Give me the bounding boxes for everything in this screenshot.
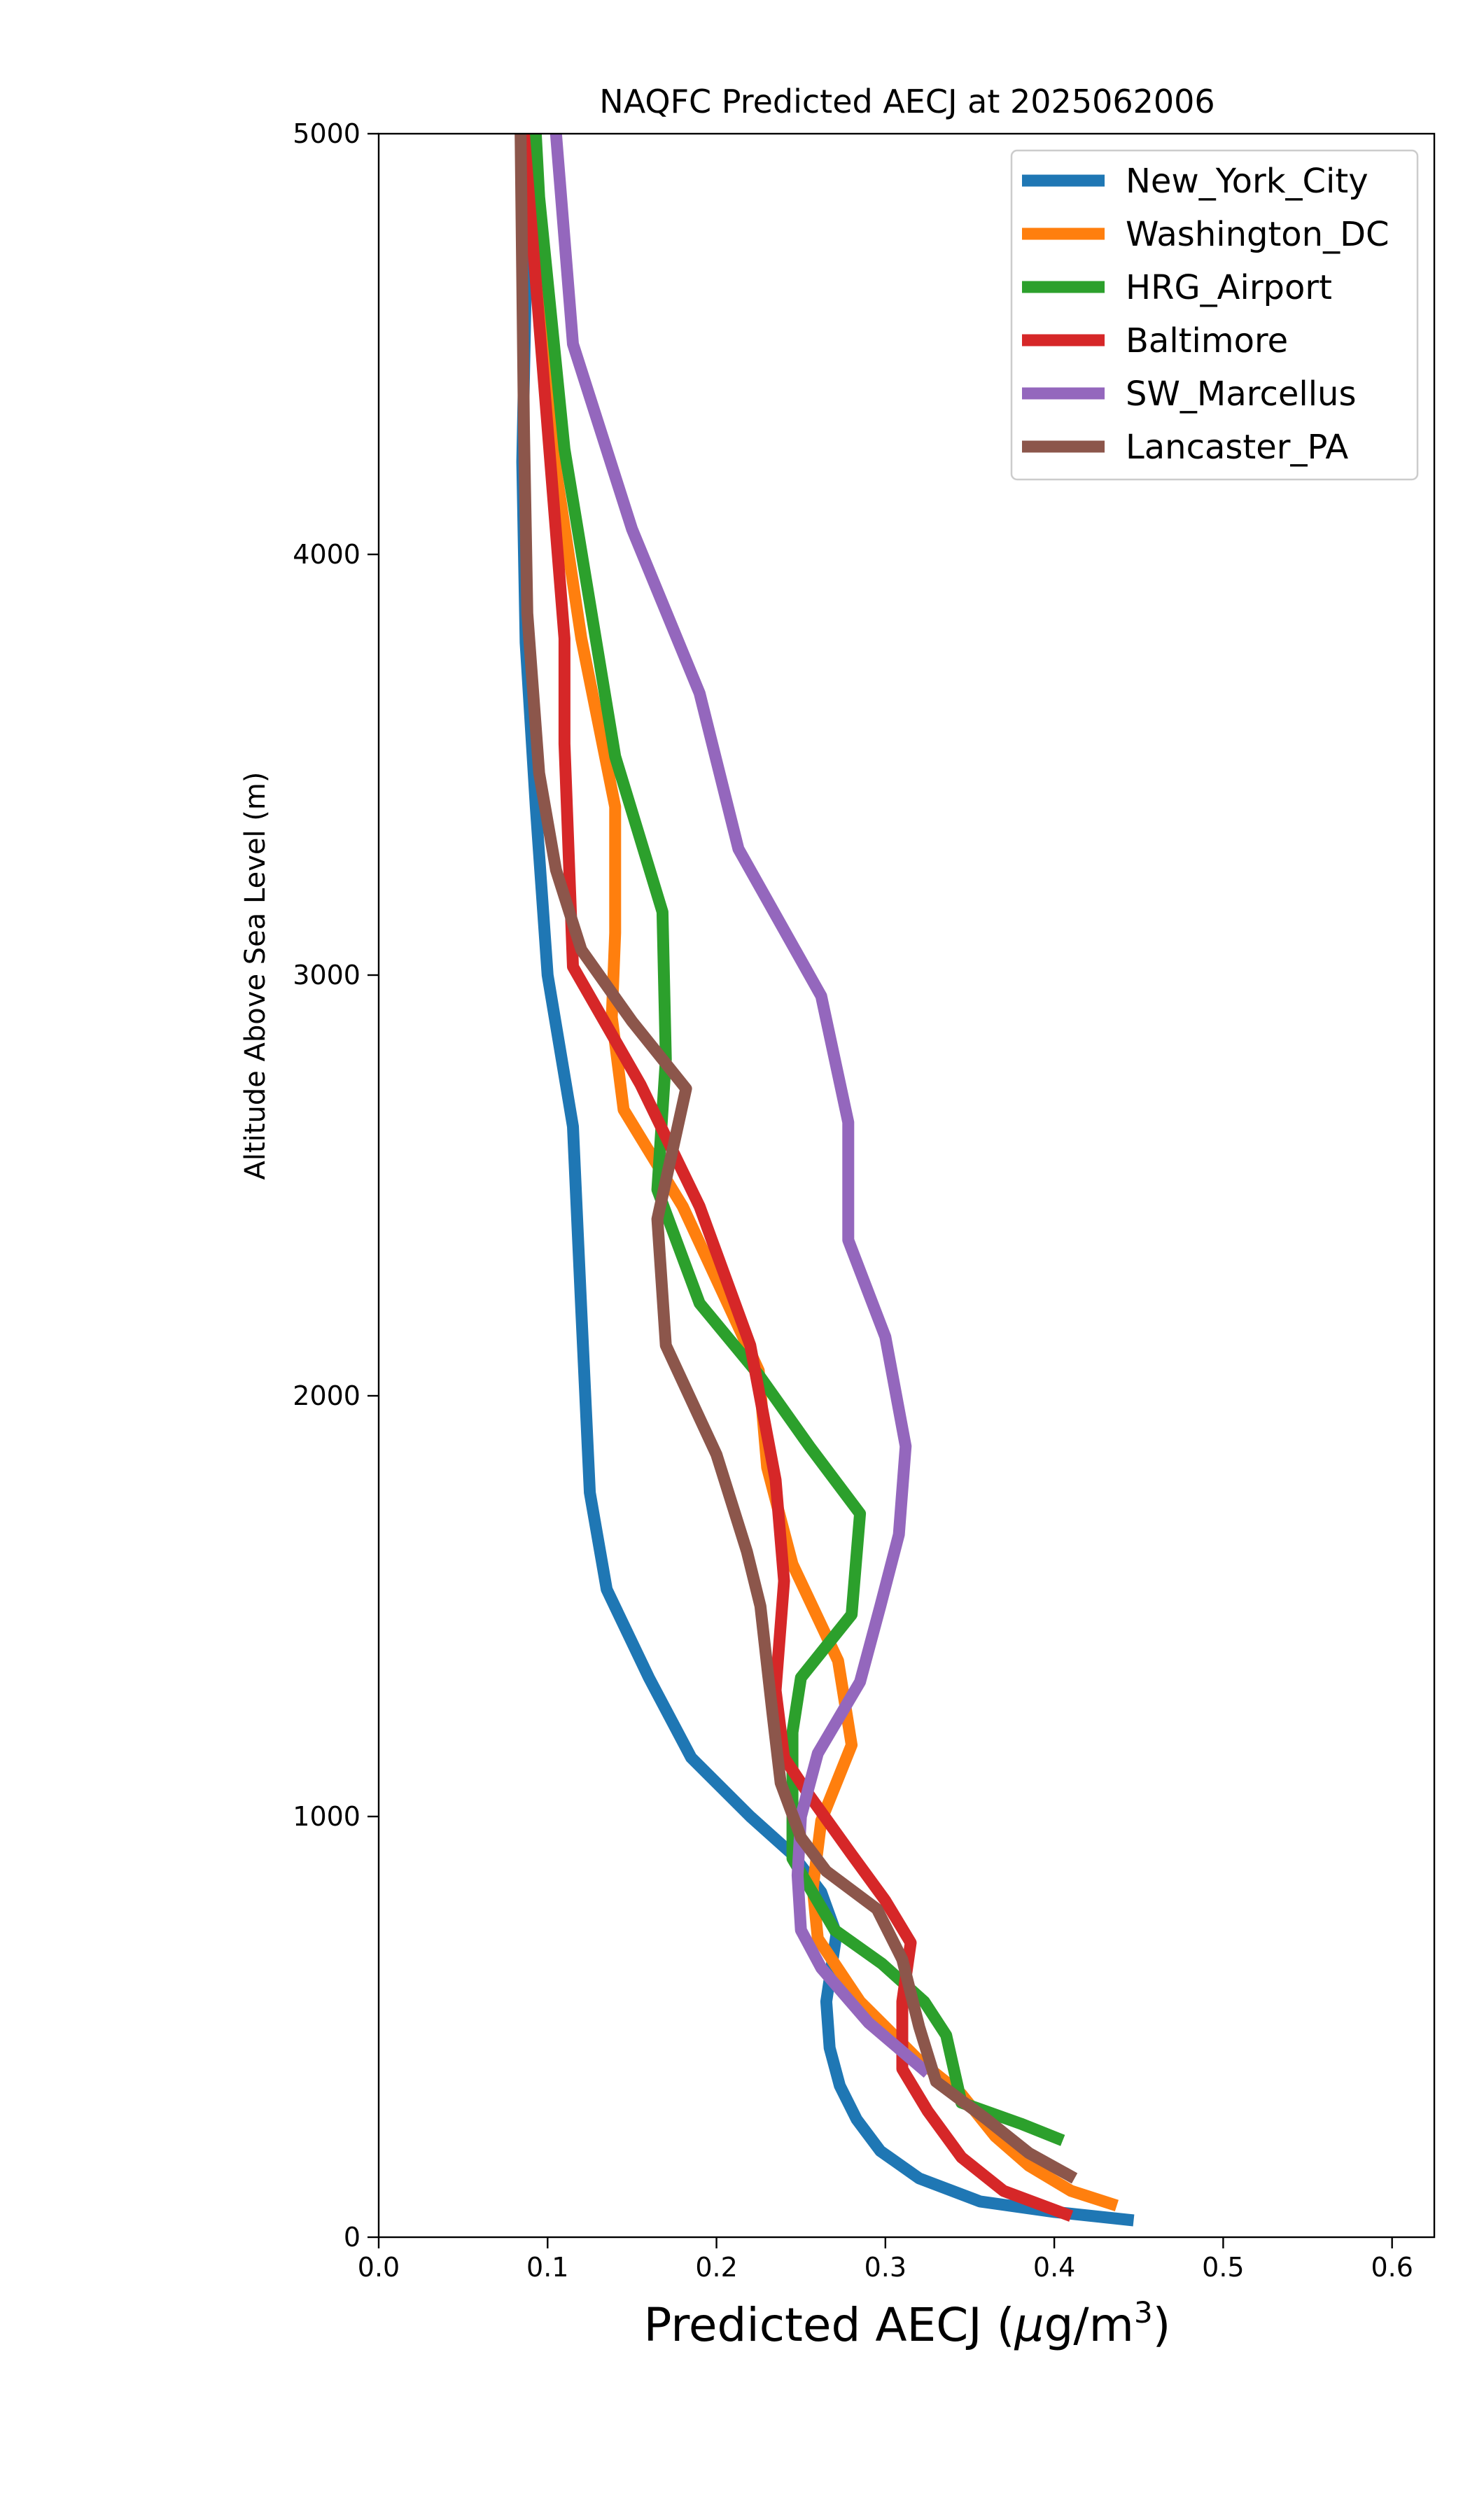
series-line-lancaster-pa: [514, 134, 1078, 2184]
legend-box: [1010, 149, 1419, 481]
y-tick-label: 1000: [293, 1801, 360, 1832]
x-tick-label: 0.4: [1033, 2252, 1075, 2283]
series-line-sw-marcellus: [550, 134, 932, 2078]
legend-label: HRG_Airport: [1126, 268, 1332, 307]
legend-label: Washington_DC: [1126, 215, 1390, 254]
legend-label: Baltimore: [1126, 321, 1288, 360]
series-group: [514, 134, 1135, 2227]
chart-title: NAQFC Predicted AECJ at 2025062006: [599, 83, 1214, 120]
series-line-hrg-airport: [529, 134, 1065, 2146]
legend-label: SW_Marcellus: [1126, 374, 1356, 414]
x-tick-label: 0.6: [1371, 2252, 1413, 2283]
plot-frame: [377, 132, 1436, 2239]
series-line-new-york-city: [516, 134, 1135, 2227]
y-tick-label: 3000: [293, 960, 360, 990]
x-tick-label: 0.0: [358, 2252, 400, 2283]
series-line-baltimore: [518, 134, 1074, 2222]
y-tick-label: 5000: [293, 118, 360, 149]
y-tick-label: 0: [344, 2222, 360, 2253]
x-tick-label: 0.1: [526, 2252, 568, 2283]
y-axis-label: Altitude Above Sea Level (m): [239, 772, 272, 1180]
legend-label: New_York_City: [1126, 162, 1368, 201]
y-axis: 0 1000 2000 3000 4000 5000: [293, 118, 379, 2253]
legend-label: Lancaster_PA: [1126, 428, 1348, 467]
legend: New_York_City Washington_DC HRG_Airport Bal…: [1010, 149, 1419, 481]
x-axis-label: Predicted AECJ (μg/m3): [644, 2295, 1171, 2352]
y-tick-label: 4000: [293, 539, 360, 570]
x-tick-label: 0.3: [864, 2252, 906, 2283]
x-tick-label: 0.2: [695, 2252, 737, 2283]
y-tick-label: 2000: [293, 1380, 360, 1411]
x-tick-label: 0.5: [1202, 2252, 1244, 2283]
x-axis: 0.0 0.1 0.2 0.3 0.4 0.5 0.6: [358, 2237, 1413, 2283]
